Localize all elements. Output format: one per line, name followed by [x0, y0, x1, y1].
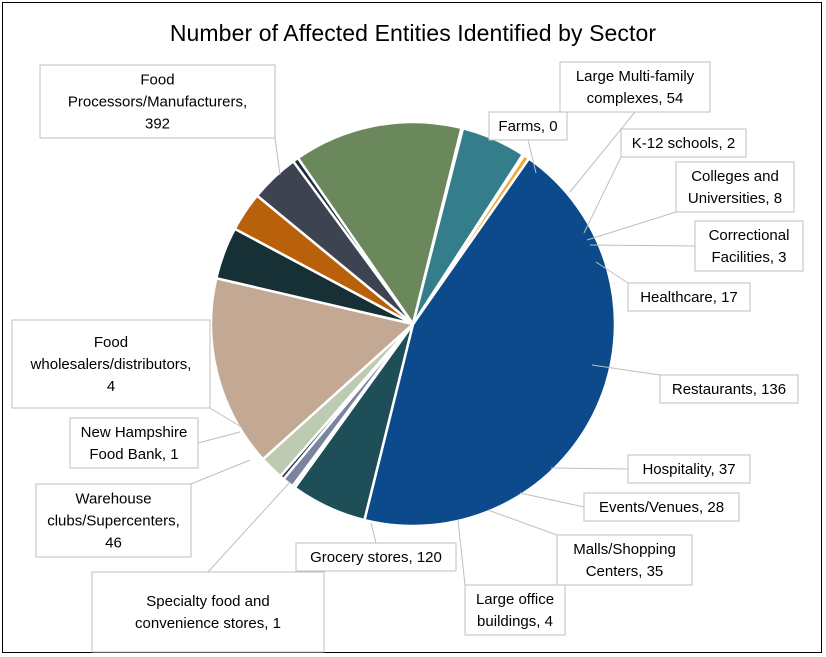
- data-label-correctional-facilities: Correctional Facilities, 3: [709, 227, 790, 266]
- data-label-line: 46: [105, 535, 122, 552]
- leader-line-large-multi-family-complexes: [569, 111, 636, 193]
- data-label-line: Correctional: [709, 227, 790, 244]
- data-label-line: Processors/Manufacturers,: [68, 94, 247, 111]
- label-box-new-hampshire-food-bank: [69, 417, 199, 469]
- label-box-large-office-buildings: [464, 584, 566, 636]
- data-label-line: Large Multi-family: [576, 68, 695, 85]
- data-label-healthcare: Healthcare, 17: [640, 289, 738, 306]
- data-label-line: complexes, 54: [587, 90, 684, 107]
- pie-slice-restaurants: [209, 276, 416, 462]
- data-label-k-12-schools: K-12 schools, 2: [632, 135, 735, 152]
- data-label-line: Large office: [476, 591, 554, 608]
- label-box-colleges-and-universities: [675, 161, 795, 213]
- data-label-food-processors-manufacturers: Food Processors/Manufacturers, 392: [68, 72, 247, 133]
- data-label-line: Farms, 0: [498, 118, 557, 135]
- leader-line-malls-shopping-centers: [487, 509, 558, 536]
- data-label-large-multi-family-complexes: Large Multi-family complexes, 54: [576, 68, 695, 107]
- label-box-hospitality: [627, 454, 751, 484]
- data-label-line: Events/Venues, 28: [599, 499, 724, 516]
- leader-line-hospitality: [550, 467, 629, 470]
- leader-line-food-wholesalers-distributors: [209, 407, 244, 429]
- data-label-food-wholesalers-distributors: Food wholesalers/distributors, 4: [30, 334, 192, 395]
- label-box-food-wholesalers-distributors: [11, 319, 211, 409]
- data-label-events-venues: Events/Venues, 28: [599, 499, 724, 516]
- leader-line-healthcare: [595, 261, 629, 284]
- data-label-line: Centers, 35: [586, 563, 664, 580]
- data-label-warehouse-clubs-supercenters: Warehouse clubs/Supercenters, 46: [47, 491, 180, 552]
- label-box-food-processors-manufacturers: [39, 64, 276, 139]
- leader-line-restaurants: [591, 364, 661, 376]
- data-label-hospitality: Hospitality, 37: [642, 461, 735, 478]
- label-box-warehouse-clubs-supercenters: [35, 483, 192, 558]
- data-label-line: 4: [107, 378, 115, 395]
- data-label-line: Healthcare, 17: [640, 289, 738, 306]
- label-box-specialty-food-and-convenience-stores: [91, 571, 325, 653]
- leader-line-events-venues: [519, 492, 585, 508]
- data-label-line: Facilities, 3: [711, 249, 786, 266]
- data-label-new-hampshire-food-bank: New Hampshire Food Bank, 1: [81, 424, 188, 463]
- label-box-farms: [488, 111, 568, 141]
- label-box-healthcare: [627, 282, 751, 312]
- label-box-grocery-stores: [295, 542, 457, 572]
- pie-slice-food-wholesalers-distributors: [411, 153, 531, 325]
- data-label-farms: Farms, 0: [498, 118, 557, 135]
- chart-title: Number of Affected Entities Identified b…: [169, 20, 657, 46]
- data-label-line: Warehouse: [75, 491, 151, 508]
- leader-line-colleges-and-universities: [586, 211, 677, 241]
- label-box-k-12-schools: [620, 128, 747, 158]
- data-label-line: New Hampshire: [81, 424, 188, 441]
- leader-line-new-hampshire-food-bank: [197, 431, 241, 444]
- data-label-line: Hospitality, 37: [642, 461, 735, 478]
- leader-line-correctional-facilities: [589, 244, 696, 247]
- data-label-line: 392: [145, 116, 170, 133]
- data-label-line: wholesalers/distributors,: [30, 356, 192, 373]
- label-box-restaurants: [659, 374, 799, 404]
- data-label-line: Universities, 8: [688, 190, 782, 207]
- data-label-line: K-12 schools, 2: [632, 135, 735, 152]
- data-label-line: Grocery stores, 120: [310, 549, 442, 566]
- data-label-specialty-food-and-convenience-stores: Specialty food and convenience stores, 1: [135, 593, 281, 632]
- data-label-line: Colleges and: [691, 168, 779, 185]
- data-label-line: clubs/Supercenters,: [47, 513, 180, 530]
- label-box-large-multi-family-complexes: [559, 61, 711, 113]
- leader-line-grocery-stores: [370, 522, 377, 544]
- leader-line-warehouse-clubs-supercenters: [190, 459, 251, 485]
- leader-line-food-processors-manufacturers: [274, 137, 281, 176]
- data-label-large-office-buildings: Large office buildings, 4: [476, 591, 554, 630]
- data-label-line: Food Bank, 1: [89, 446, 178, 463]
- label-box-malls-shopping-centers: [556, 534, 693, 586]
- data-label-colleges-and-universities: Colleges and Universities, 8: [688, 168, 782, 207]
- data-label-grocery-stores: Grocery stores, 120: [310, 549, 442, 566]
- pie-slice-food-processors-manufacturers: [362, 156, 617, 528]
- data-label-line: Food: [94, 334, 128, 351]
- data-label-malls-shopping-centers: Malls/Shopping Centers, 35: [573, 541, 676, 580]
- data-label-line: convenience stores, 1: [135, 615, 281, 632]
- label-box-events-venues: [583, 492, 740, 522]
- leader-line-k-12-schools: [583, 156, 622, 234]
- data-label-restaurants: Restaurants, 136: [672, 381, 786, 398]
- data-label-line: Restaurants, 136: [672, 381, 786, 398]
- leader-line-specialty-food-and-convenience-stores: [207, 481, 291, 573]
- data-label-line: Malls/Shopping: [573, 541, 676, 558]
- data-label-line: Specialty food and: [146, 593, 269, 610]
- data-label-line: Food: [140, 72, 174, 89]
- label-box-correctional-facilities: [694, 220, 804, 272]
- data-label-line: buildings, 4: [477, 613, 553, 630]
- pie-slice-grocery-stores: [296, 120, 464, 327]
- leader-line-farms: [527, 139, 537, 174]
- leader-line-large-office-buildings: [457, 519, 466, 586]
